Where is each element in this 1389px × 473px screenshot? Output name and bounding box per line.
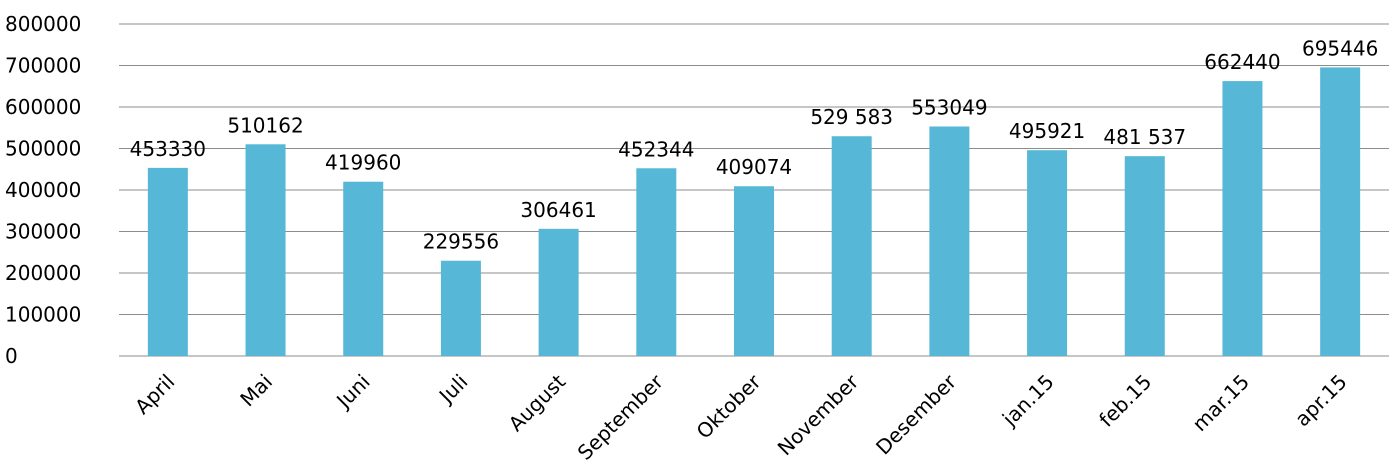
data-labels: 453330 510162 419960 229556 306461 452344 4090… [130, 36, 1379, 253]
data-label: 510162 [227, 113, 303, 137]
data-label: 453330 [130, 137, 206, 161]
y-tick-label: 400000 [5, 178, 81, 202]
data-label: 529 583 [810, 105, 893, 129]
x-tick-label: Juni [330, 370, 374, 414]
data-label: 695446 [1302, 36, 1378, 60]
bar [734, 186, 774, 356]
x-tick-label: Desember [871, 369, 961, 459]
y-tick-label: 200000 [5, 261, 81, 285]
bar [440, 260, 481, 356]
y-tick-label: 0 [5, 344, 18, 368]
data-label: 481 537 [1103, 125, 1186, 149]
bar [245, 144, 286, 356]
y-axis-ticks: 0 100000 200000 300000 400000 500000 600000 700… [5, 12, 81, 368]
bar [538, 228, 579, 356]
bar [636, 168, 677, 356]
data-label: 419960 [325, 151, 401, 175]
y-tick-label: 700000 [5, 54, 81, 78]
x-axis-ticks: April Mai Juni Juli August September Oktober No… [130, 369, 1352, 465]
y-tick-label: 100000 [5, 303, 81, 327]
x-tick-label: Mai [235, 370, 277, 412]
bar [929, 126, 970, 356]
y-tick-label: 600000 [5, 95, 81, 119]
x-tick-label: November [773, 369, 864, 460]
bar [1027, 150, 1068, 356]
x-tick-label: mar.15 [1188, 370, 1254, 436]
bar [1124, 156, 1165, 356]
x-tick-label: apr.15 [1290, 370, 1352, 432]
x-tick-label: April [130, 370, 179, 419]
x-tick-label: Juli [433, 370, 472, 409]
bar [343, 181, 384, 356]
y-tick-label: 500000 [5, 137, 81, 161]
data-label: 306461 [520, 198, 596, 222]
y-tick-label: 300000 [5, 220, 81, 244]
bars [147, 67, 1361, 357]
y-tick-label: 800000 [5, 12, 81, 36]
data-label: 229556 [423, 230, 499, 254]
x-tick-label: feb.15 [1094, 370, 1156, 432]
data-label: 495921 [1009, 119, 1085, 143]
bar [1320, 67, 1361, 357]
x-tick-label: September [573, 369, 669, 465]
x-tick-label: August [504, 369, 571, 436]
bar [1222, 81, 1263, 356]
data-label: 553049 [911, 95, 987, 119]
bar [147, 167, 188, 356]
data-label: 662440 [1204, 50, 1280, 74]
x-tick-label: jan.15 [997, 370, 1059, 432]
data-label: 409074 [716, 155, 792, 179]
x-tick-label: Oktober [692, 369, 767, 444]
data-label: 452344 [618, 137, 694, 161]
bar [831, 136, 872, 356]
